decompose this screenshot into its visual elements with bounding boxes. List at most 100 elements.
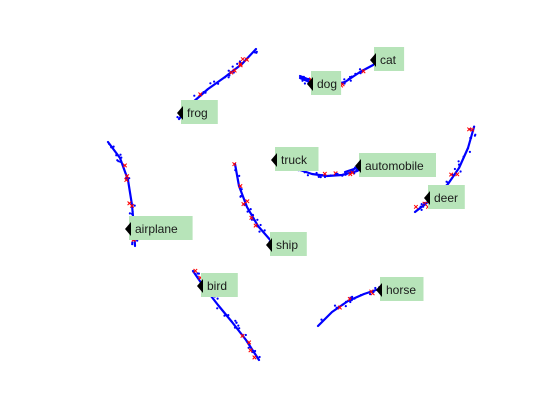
point-blue-deer <box>422 205 425 208</box>
point-blue-horse <box>353 297 356 300</box>
point-blue-bird <box>254 349 257 353</box>
point-blue-truck <box>329 174 332 177</box>
label-text-horse: horse <box>386 283 416 297</box>
point-blue-frog <box>209 82 212 85</box>
point-blue-truck <box>303 171 306 174</box>
point-blue-horse <box>341 303 344 306</box>
label-box-deer <box>428 185 465 209</box>
label-box-cat <box>374 47 405 71</box>
point-blue-truck <box>321 174 324 177</box>
point-blue-horse <box>344 300 348 303</box>
point-blue-airplane <box>110 146 113 149</box>
point-red-bird <box>248 348 253 353</box>
point-blue-ship <box>236 178 240 182</box>
point-blue-frog <box>227 76 230 79</box>
point-red-frog <box>232 68 237 73</box>
label-box-dog <box>311 71 342 95</box>
label-truck: truck <box>271 147 319 171</box>
point-blue-truck <box>315 171 318 175</box>
point-blue-cat <box>350 75 353 78</box>
cluster-points <box>108 50 477 360</box>
label-text-truck: truck <box>281 153 308 167</box>
label-text-airplane: airplane <box>135 222 178 236</box>
point-blue-horse <box>344 305 347 308</box>
point-blue-horse <box>335 306 338 309</box>
point-blue-automobile <box>353 166 357 169</box>
point-blue-cat <box>349 79 352 82</box>
point-blue-airplane <box>108 142 111 146</box>
point-blue-horse <box>359 294 362 297</box>
point-blue-airplane <box>130 212 134 215</box>
point-blue-frog <box>176 116 179 119</box>
point-blue-bird <box>216 307 219 310</box>
point-blue-bird <box>223 314 226 317</box>
point-blue-bird <box>226 314 229 317</box>
point-blue-bird <box>233 326 237 329</box>
point-red-bird <box>240 333 245 338</box>
point-blue-bird <box>258 355 261 359</box>
label-pointer-deer <box>424 191 430 205</box>
point-blue-bird <box>216 297 219 300</box>
label-text-frog: frog <box>187 106 208 120</box>
point-blue-horse <box>351 295 354 298</box>
point-blue-cat <box>347 77 350 81</box>
label-airplane: airplane <box>125 216 193 240</box>
label-text-automobile: automobile <box>365 159 424 173</box>
point-blue-dog <box>301 79 304 82</box>
label-dog: dog <box>307 71 342 95</box>
point-blue-ship <box>234 169 237 172</box>
point-blue-horse <box>351 297 354 300</box>
point-blue-deer <box>457 163 461 166</box>
point-red-frog <box>238 63 243 68</box>
point-blue-cat <box>359 72 362 75</box>
point-blue-frog <box>204 91 207 94</box>
label-cat: cat <box>370 47 405 71</box>
label-automobile: automobile <box>355 153 436 177</box>
point-blue-bird <box>237 324 240 327</box>
cluster-curves <box>106 47 476 362</box>
label-pointer-bird <box>197 279 203 293</box>
point-blue-frog <box>223 76 226 79</box>
point-blue-truck <box>351 169 354 172</box>
label-text-bird: bird <box>207 279 227 293</box>
label-box-bird <box>201 273 238 297</box>
point-blue-airplane <box>136 239 139 242</box>
point-blue-frog <box>227 73 230 76</box>
point-blue-ship <box>256 218 259 221</box>
point-blue-automobile <box>344 173 347 176</box>
point-red-bird <box>246 340 252 345</box>
label-frog: frog <box>177 100 218 124</box>
point-blue-frog <box>193 94 196 97</box>
point-blue-ship <box>249 208 252 211</box>
point-blue-frog <box>227 69 230 72</box>
point-blue-ship <box>238 174 241 177</box>
point-blue-cat <box>307 77 310 81</box>
point-red-ship <box>232 161 237 167</box>
point-blue-airplane <box>133 204 136 207</box>
point-blue-deer <box>453 167 456 171</box>
point-red-frog <box>198 92 203 97</box>
point-blue-deer <box>473 125 476 128</box>
point-blue-frog <box>236 62 239 65</box>
point-blue-deer <box>470 136 473 140</box>
point-blue-horse <box>333 304 337 307</box>
point-blue-deer <box>420 208 423 211</box>
point-blue-cat <box>354 72 357 75</box>
label-box-automobile <box>359 153 436 177</box>
point-blue-deer <box>457 160 460 163</box>
label-box-horse <box>380 277 424 301</box>
point-red-frog <box>244 57 249 62</box>
point-blue-ship <box>259 223 262 227</box>
point-blue-deer <box>445 180 448 183</box>
point-blue-frog <box>231 65 234 68</box>
point-red-ship <box>241 201 246 207</box>
point-blue-airplane <box>131 241 134 244</box>
point-blue-deer <box>474 133 477 136</box>
point-blue-cat <box>343 82 346 85</box>
point-blue-horse <box>369 293 372 296</box>
point-blue-truck <box>341 174 344 177</box>
point-blue-ship <box>263 229 266 232</box>
point-blue-ship <box>251 213 254 216</box>
point-red-ship <box>245 199 250 204</box>
label-horse: horse <box>376 277 424 301</box>
